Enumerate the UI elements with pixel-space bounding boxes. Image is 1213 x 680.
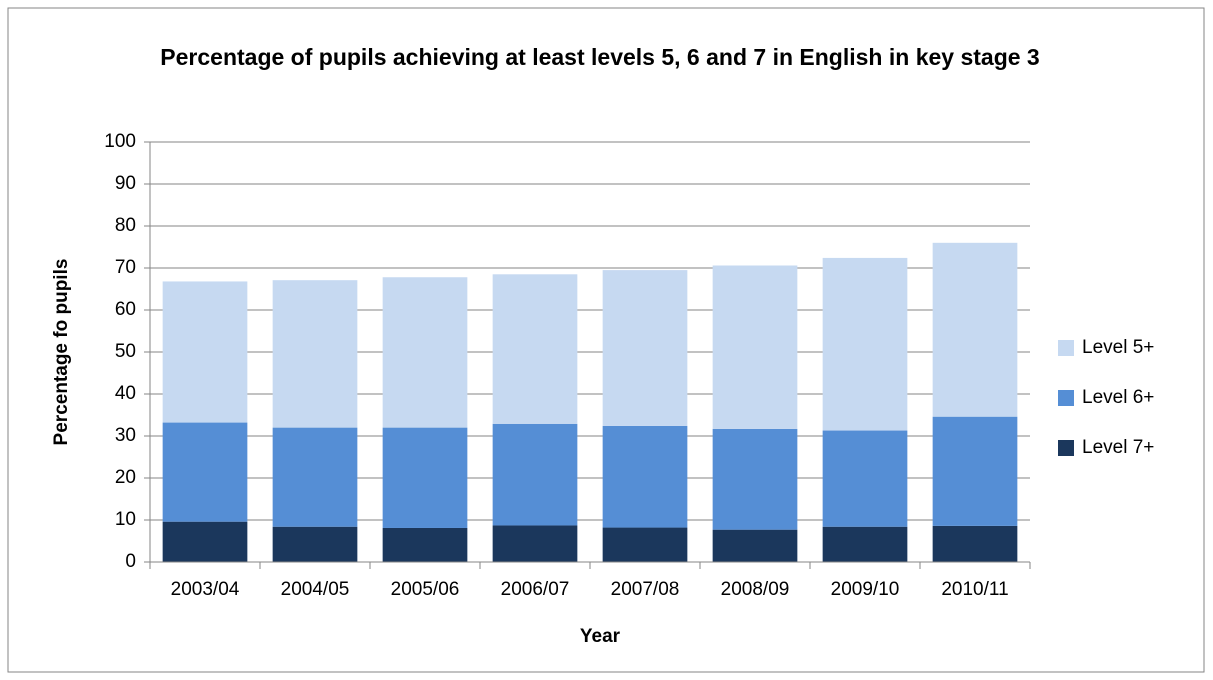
bar-segment: [932, 525, 1018, 562]
bar-segment: [162, 422, 248, 522]
y-tick-label: 70: [115, 257, 136, 278]
bar-segment: [492, 525, 578, 562]
x-tick-label: 2010/11: [941, 579, 1008, 600]
y-tick-label: 40: [115, 383, 136, 404]
legend-swatch: [1058, 390, 1074, 406]
bar-segment: [932, 416, 1018, 526]
y-tick-label: 0: [125, 551, 136, 572]
x-tick-label: 2003/04: [171, 579, 240, 600]
bar-segment: [712, 428, 798, 530]
legend-swatch: [1058, 340, 1074, 356]
legend-swatch: [1058, 440, 1074, 456]
legend-label: Level 6+: [1082, 387, 1154, 408]
bar-segment: [932, 242, 1018, 417]
x-tick-label: 2007/08: [611, 579, 680, 600]
y-tick-label: 90: [115, 173, 136, 194]
x-tick-label: 2008/09: [721, 579, 790, 600]
bar-segment: [602, 527, 688, 562]
bar-segment: [822, 257, 908, 431]
x-tick-label: 2004/05: [281, 579, 350, 600]
bar-segment: [712, 529, 798, 562]
bar-segment: [712, 265, 798, 429]
bar-segment: [382, 527, 468, 562]
bar-segment: [492, 274, 578, 424]
x-tick-label: 2006/07: [501, 579, 570, 600]
bar-segment: [602, 270, 688, 426]
bar-segment: [272, 280, 358, 428]
bar-segment: [822, 526, 908, 562]
bar-segment: [822, 430, 908, 527]
y-axis-label: Percentage fo pupils: [51, 259, 72, 446]
bar-segment: [272, 526, 358, 562]
legend-label: Level 5+: [1082, 337, 1154, 358]
bar-segment: [492, 423, 578, 526]
chart-title: Percentage of pupils achieving at least …: [160, 44, 1040, 70]
bar-segment: [162, 521, 248, 562]
bar-segment: [272, 427, 358, 527]
y-tick-label: 30: [115, 425, 136, 446]
y-tick-label: 10: [115, 509, 136, 530]
bar-segment: [382, 427, 468, 528]
bar-segment: [602, 425, 688, 528]
y-tick-label: 60: [115, 299, 136, 320]
y-tick-label: 50: [115, 341, 136, 362]
x-tick-label: 2005/06: [391, 579, 460, 600]
y-tick-label: 20: [115, 467, 136, 488]
y-tick-label: 100: [104, 131, 136, 152]
y-tick-label: 80: [115, 215, 136, 236]
bar-segment: [162, 281, 248, 423]
bar-segment: [382, 277, 468, 428]
legend-label: Level 7+: [1082, 437, 1154, 458]
x-axis-label: Year: [580, 626, 621, 647]
x-tick-label: 2009/10: [831, 579, 900, 600]
